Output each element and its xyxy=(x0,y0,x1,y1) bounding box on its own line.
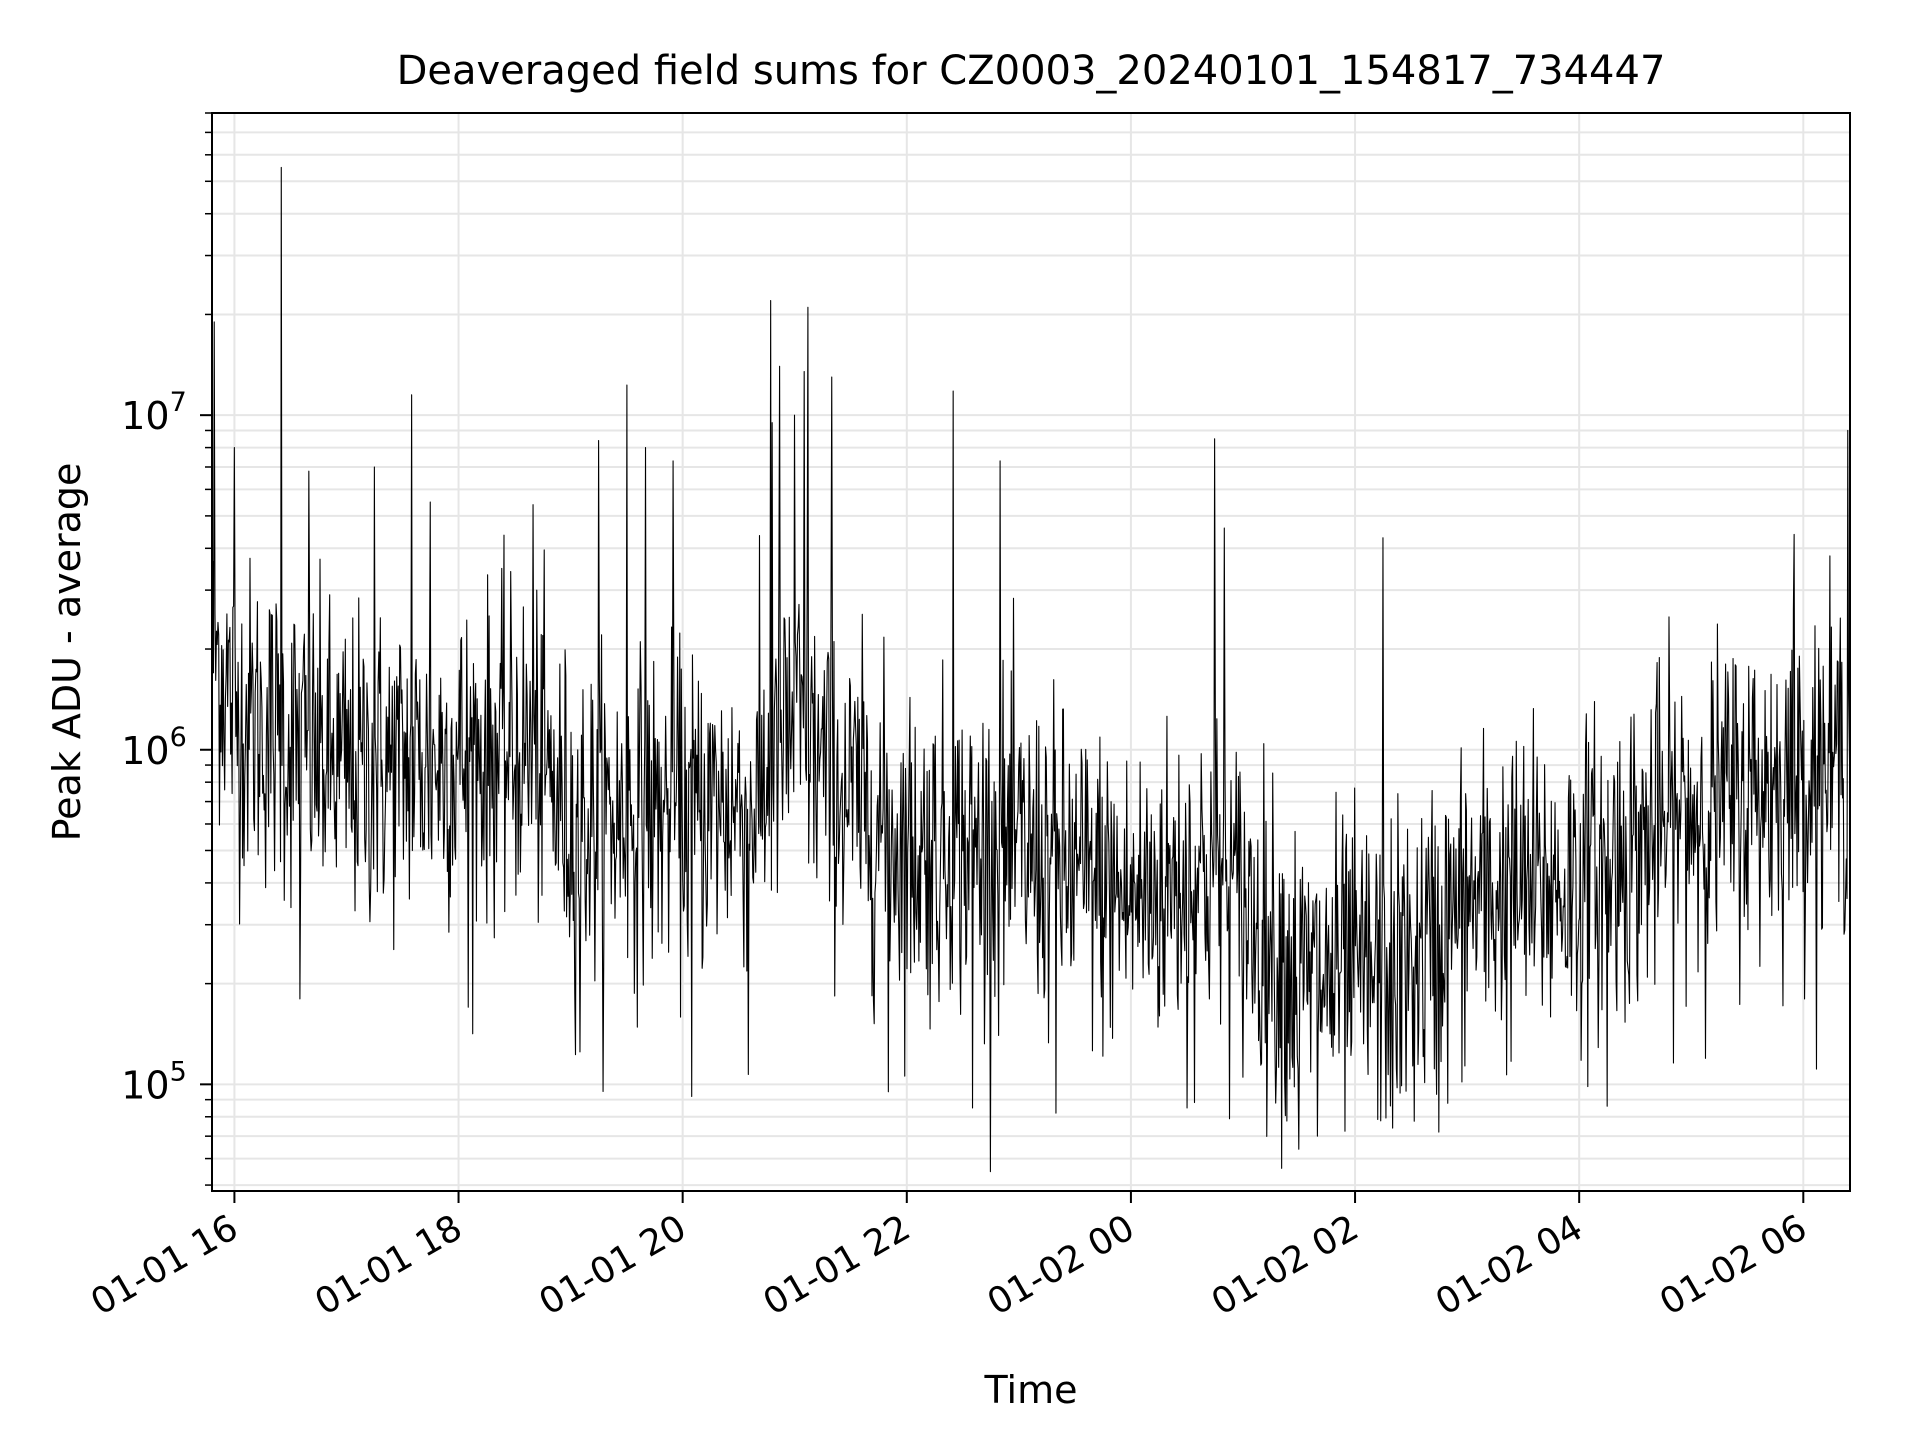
plot-area xyxy=(212,113,1850,1191)
chart-title: Deaveraged field sums for CZ0003_2024010… xyxy=(397,48,1666,94)
series-line xyxy=(211,166,1851,1173)
y-tick-label: 105 xyxy=(121,1056,187,1107)
y-axis-label: Peak ADU - average xyxy=(45,463,89,842)
y-tick-label: 106 xyxy=(121,722,187,773)
x-axis-label: Time xyxy=(984,1368,1078,1412)
y-axis: 105 106 107 xyxy=(121,112,212,1186)
major-gridlines xyxy=(212,113,1850,1191)
plot-frame xyxy=(211,112,1851,1192)
y-tick-label: 107 xyxy=(121,387,187,438)
